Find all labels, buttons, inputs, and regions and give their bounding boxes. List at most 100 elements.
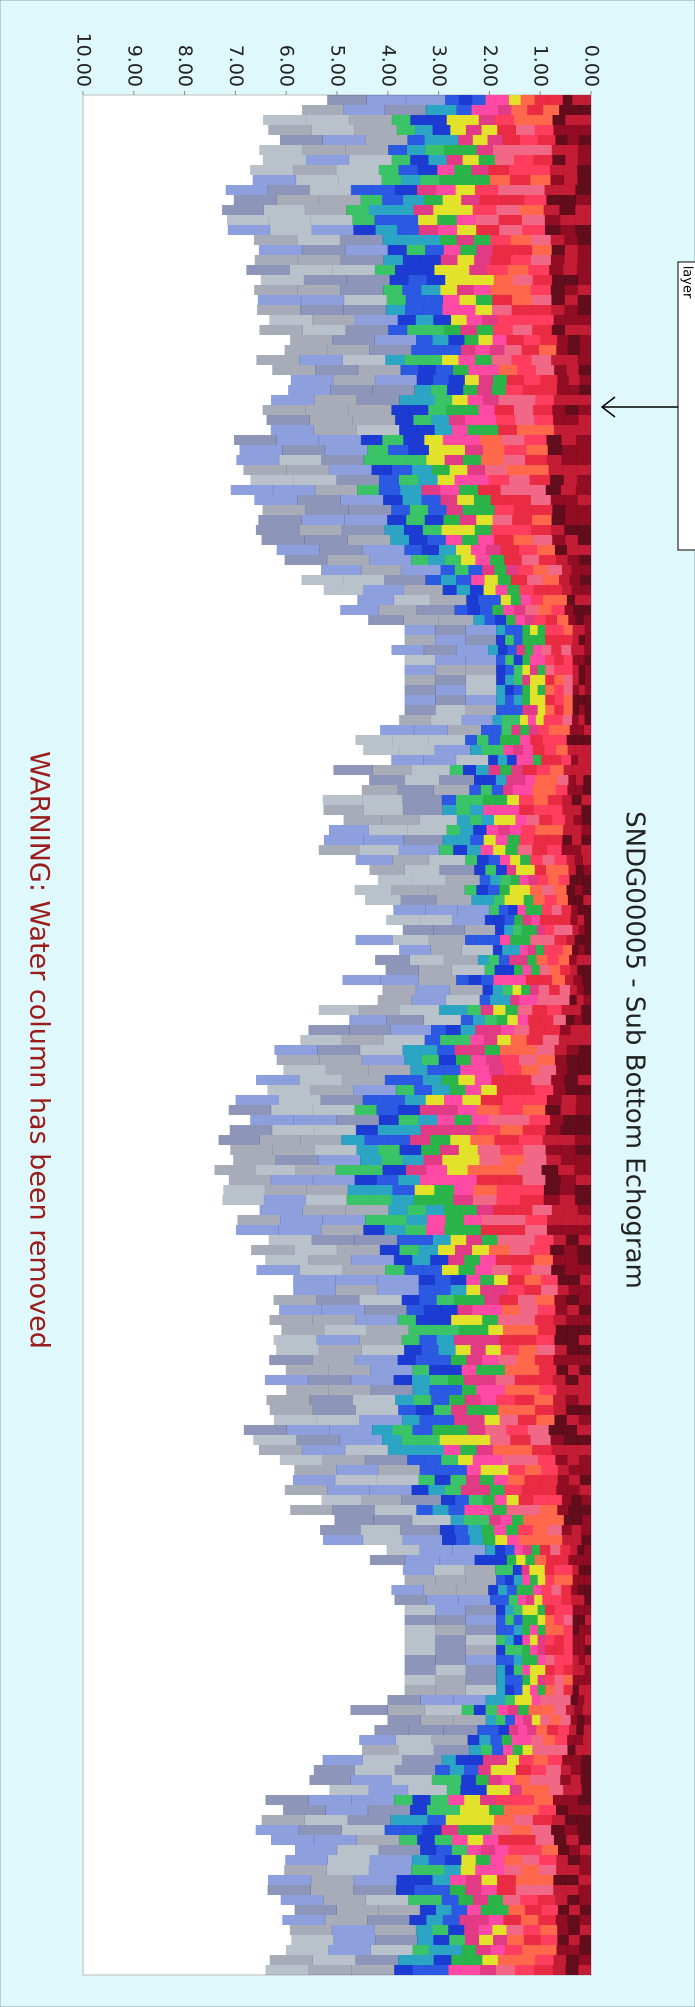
echo-cell <box>563 1675 573 1685</box>
echo-cell <box>524 1465 542 1475</box>
echo-cell <box>469 835 484 845</box>
echo-cell <box>439 285 458 295</box>
echo-cell <box>465 665 497 675</box>
echo-cell <box>530 915 540 925</box>
echo-cell <box>391 405 411 415</box>
echo-cell <box>504 1005 518 1015</box>
echo-cell <box>545 775 558 785</box>
echo-cell <box>543 945 554 955</box>
echo-cell <box>460 1205 477 1215</box>
echo-cell <box>354 315 399 325</box>
echo-cell <box>499 1335 518 1345</box>
echo-cell <box>577 1265 591 1275</box>
echo-cell <box>514 1255 534 1265</box>
echo-cell <box>460 555 476 565</box>
echo-cell <box>571 825 582 835</box>
echo-cell <box>579 335 591 345</box>
echo-cell <box>424 515 444 525</box>
echo-cell <box>534 1355 554 1365</box>
echo-cell <box>553 685 564 695</box>
echo-cell <box>326 555 370 565</box>
echo-cell <box>581 1785 591 1795</box>
echo-cell <box>509 995 520 1005</box>
echo-cell <box>445 1815 462 1825</box>
echo-cell <box>567 345 580 355</box>
echo-cell <box>304 535 348 545</box>
echo-cell <box>539 335 558 345</box>
echo-cell <box>443 1095 463 1105</box>
echo-cell <box>354 885 392 895</box>
echo-cell <box>581 815 591 825</box>
echo-cell <box>464 415 481 425</box>
echo-cell <box>456 235 474 245</box>
echo-cell <box>551 975 565 985</box>
y-tick-label: 10.00 <box>73 33 95 87</box>
echo-cell <box>521 1485 540 1495</box>
echo-cell <box>517 1725 528 1735</box>
echo-cell <box>500 1025 514 1035</box>
y-tick-label: 5.00 <box>327 45 349 87</box>
echo-cell <box>416 1505 433 1515</box>
echo-cell <box>471 895 483 905</box>
echo-cell <box>578 1235 591 1245</box>
echo-cell <box>436 1295 454 1305</box>
echo-cell <box>434 425 453 435</box>
echo-cell <box>430 415 450 425</box>
echo-cell <box>513 405 534 415</box>
echo-cell <box>578 1655 585 1665</box>
echo-cell <box>514 1695 524 1705</box>
echo-cell <box>399 425 418 435</box>
echo-cell <box>391 645 425 655</box>
echo-cell <box>388 145 408 155</box>
echo-cell <box>443 145 461 155</box>
echo-cell <box>282 1915 326 1925</box>
echo-cell <box>510 235 531 245</box>
echo-cell <box>266 1395 310 1405</box>
echo-cell <box>418 225 438 235</box>
echo-cell <box>384 455 406 465</box>
echo-cell <box>516 1165 542 1175</box>
echo-cell <box>534 1835 554 1845</box>
echo-cell <box>394 1595 427 1605</box>
echo-cell <box>488 1585 498 1595</box>
echo-cell <box>577 1445 591 1455</box>
echo-cell <box>547 1535 563 1545</box>
echo-cell <box>404 1665 436 1675</box>
echo-cell <box>308 1025 350 1035</box>
echo-cell <box>323 585 364 595</box>
echo-cell <box>572 665 579 675</box>
echo-cell <box>534 1555 547 1565</box>
echo-cell <box>459 1785 474 1795</box>
echo-cell <box>435 1645 467 1655</box>
echo-cell <box>443 245 461 255</box>
echo-cell <box>398 1125 421 1135</box>
echo-cell <box>494 1845 509 1855</box>
echo-cell <box>320 1525 361 1535</box>
echo-cell <box>550 1265 565 1275</box>
echo-cell <box>372 385 415 395</box>
echo-cell <box>435 1575 467 1585</box>
echo-cell <box>584 1685 591 1695</box>
echo-cell <box>314 365 359 375</box>
echo-cell <box>509 175 531 185</box>
echo-cell <box>250 1115 294 1125</box>
echo-cell <box>551 245 565 255</box>
echo-cell <box>400 175 421 185</box>
echo-cell <box>565 1885 579 1895</box>
echo-cell <box>411 1795 431 1805</box>
echo-cell <box>557 1465 569 1475</box>
echo-cell <box>289 1925 333 1935</box>
echo-cell <box>582 865 591 875</box>
echo-cell <box>431 1025 447 1035</box>
echo-cell <box>290 375 334 385</box>
echo-cell <box>422 1075 442 1085</box>
echo-cell <box>356 1835 400 1845</box>
echo-cell <box>545 1765 561 1775</box>
echo-cell <box>554 545 567 555</box>
echo-cell <box>402 795 443 805</box>
echo-cell <box>503 1485 522 1495</box>
callout-box <box>677 261 695 551</box>
echo-cell <box>506 795 520 805</box>
echo-cell <box>476 735 489 745</box>
echo-cell <box>577 405 591 415</box>
